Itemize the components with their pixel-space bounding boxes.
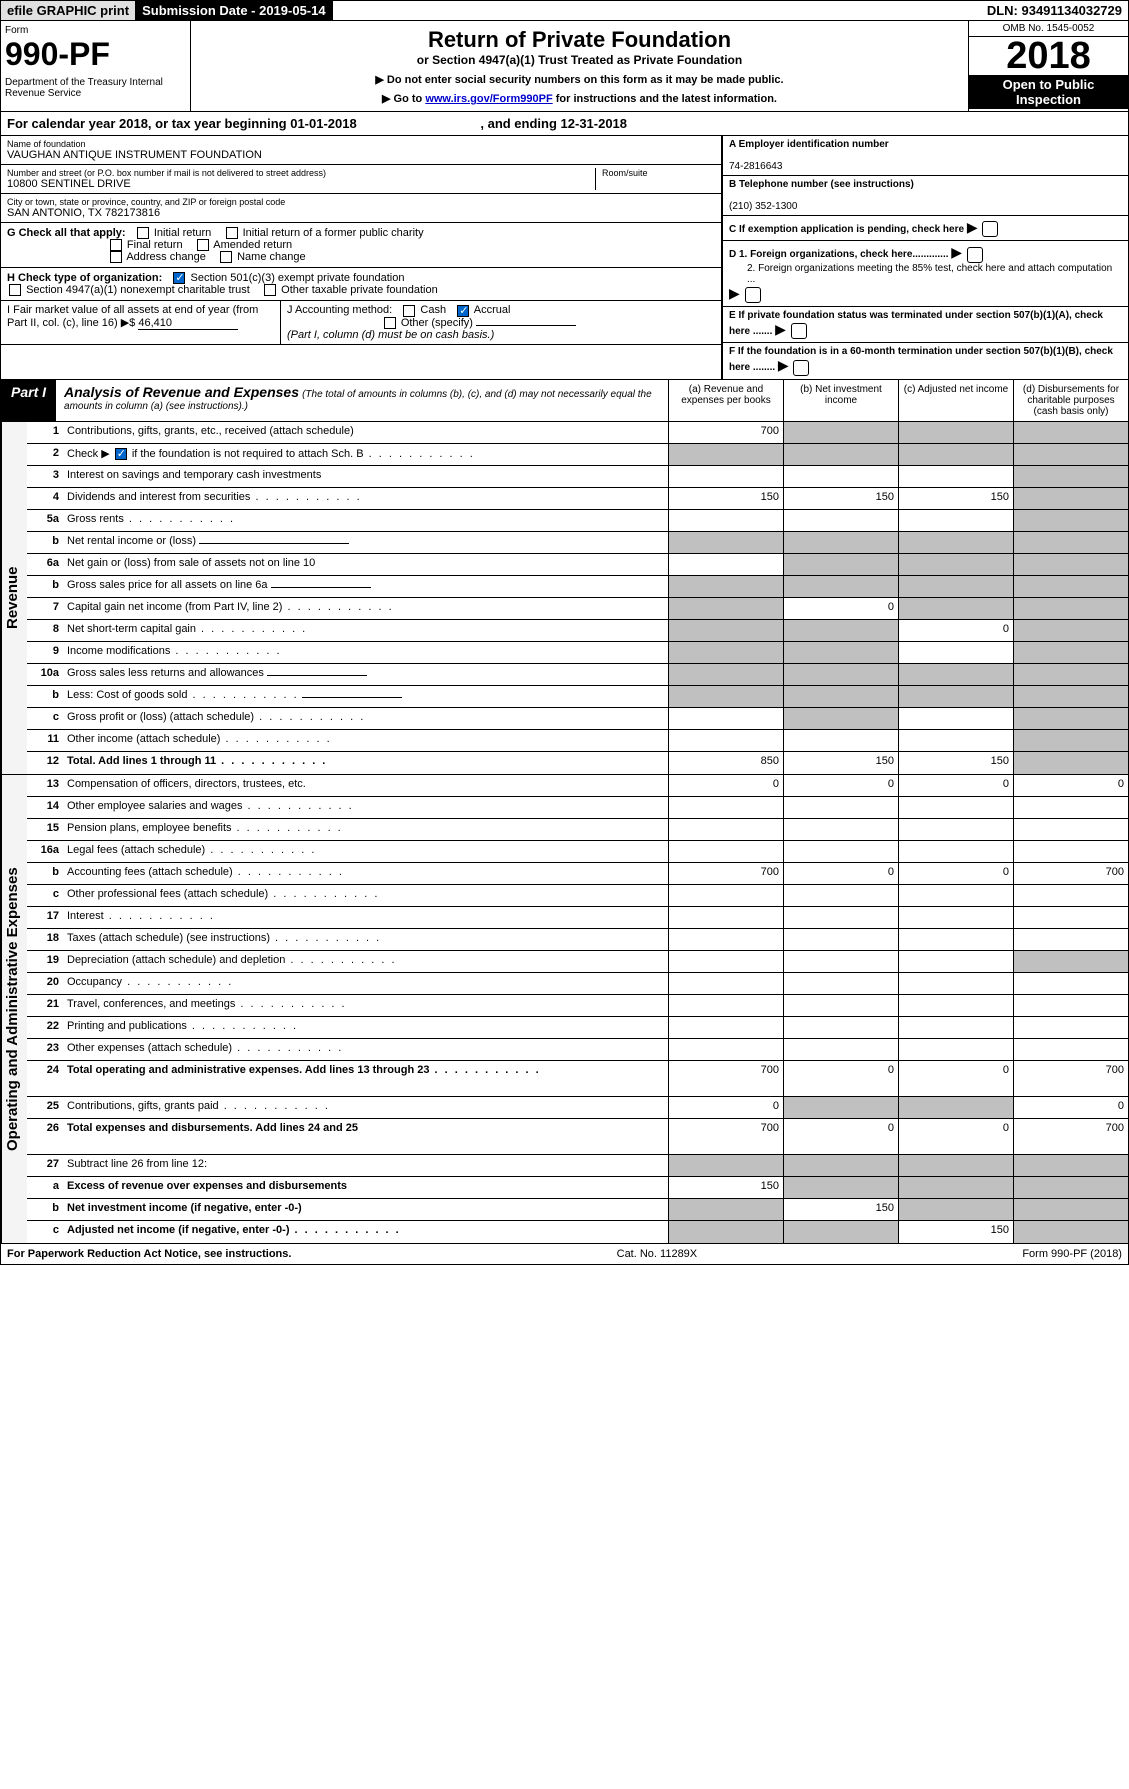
address: 10800 SENTINEL DRIVE bbox=[7, 178, 595, 190]
chk-4947a1[interactable] bbox=[9, 284, 21, 296]
revenue-tab: Revenue bbox=[1, 422, 27, 774]
irs-link[interactable]: www.irs.gov/Form990PF bbox=[425, 93, 552, 105]
foundation-name: VAUGHAN ANTIQUE INSTRUMENT FOUNDATION bbox=[7, 149, 715, 161]
form-number: 990-PF bbox=[5, 36, 186, 73]
paperwork-notice: For Paperwork Reduction Act Notice, see … bbox=[7, 1248, 291, 1260]
d2-label: 2. Foreign organizations meeting the 85%… bbox=[729, 263, 1122, 285]
calendar-year-row: For calendar year 2018, or tax year begi… bbox=[0, 112, 1129, 136]
note-1: ▶ Do not enter social security numbers o… bbox=[197, 73, 962, 86]
revenue-section: Revenue 1Contributions, gifts, grants, e… bbox=[0, 422, 1129, 775]
form-ref: Form 990-PF (2018) bbox=[1022, 1248, 1122, 1260]
room-label: Room/suite bbox=[602, 168, 715, 178]
c-label: C If exemption application is pending, c… bbox=[729, 224, 964, 235]
submission-date: Submission Date - 2019-05-14 bbox=[136, 1, 333, 20]
d1-label: D 1. Foreign organizations, check here..… bbox=[729, 249, 949, 260]
section-g: G Check all that apply: Initial return I… bbox=[1, 223, 721, 268]
chk-accrual[interactable] bbox=[457, 305, 469, 317]
chk-schb[interactable] bbox=[115, 448, 127, 460]
chk-other-method[interactable] bbox=[384, 317, 396, 329]
addr-label: Number and street (or P.O. box number if… bbox=[7, 168, 595, 178]
chk-initial-return[interactable] bbox=[137, 227, 149, 239]
chk-other-taxable[interactable] bbox=[264, 284, 276, 296]
section-j: J Accounting method: Cash Accrual Other … bbox=[281, 301, 721, 343]
chk-name-change[interactable] bbox=[220, 251, 232, 263]
col-a-head: (a) Revenue and expenses per books bbox=[668, 380, 783, 421]
chk-501c3[interactable] bbox=[173, 272, 185, 284]
chk-amended[interactable] bbox=[197, 239, 209, 251]
ein-label: A Employer identification number bbox=[729, 139, 889, 150]
phone-label: B Telephone number (see instructions) bbox=[729, 179, 914, 190]
chk-initial-former[interactable] bbox=[226, 227, 238, 239]
part1-header: Part I Analysis of Revenue and Expenses … bbox=[0, 380, 1129, 422]
part1-badge: Part I bbox=[1, 380, 56, 421]
efile-print-button[interactable]: efile GRAPHIC print bbox=[1, 1, 136, 20]
chk-cash[interactable] bbox=[403, 305, 415, 317]
city-label: City or town, state or province, country… bbox=[7, 197, 715, 207]
chk-d1[interactable] bbox=[967, 247, 983, 263]
open-to-public: Open to Public Inspection bbox=[969, 75, 1128, 109]
footer: For Paperwork Reduction Act Notice, see … bbox=[0, 1244, 1129, 1265]
topbar: efile GRAPHIC print Submission Date - 20… bbox=[0, 0, 1129, 21]
fmv-value: 46,410 bbox=[138, 317, 238, 330]
note-2: ▶ Go to www.irs.gov/Form990PF for instru… bbox=[197, 92, 962, 105]
chk-e[interactable] bbox=[791, 323, 807, 339]
chk-final-return[interactable] bbox=[110, 239, 122, 251]
chk-address-change[interactable] bbox=[110, 251, 122, 263]
chk-d2[interactable] bbox=[745, 287, 761, 303]
part1-title: Analysis of Revenue and Expenses bbox=[64, 384, 299, 400]
phone: (210) 352-1300 bbox=[729, 201, 797, 212]
expenses-tab: Operating and Administrative Expenses bbox=[1, 775, 27, 1243]
form-subtitle: or Section 4947(a)(1) Trust Treated as P… bbox=[197, 53, 962, 67]
ein: 74-2816643 bbox=[729, 161, 782, 172]
foundation-info: Name of foundation VAUGHAN ANTIQUE INSTR… bbox=[0, 136, 1129, 380]
name-label: Name of foundation bbox=[7, 139, 715, 149]
chk-c[interactable] bbox=[982, 221, 998, 237]
tax-year: 2018 bbox=[969, 37, 1128, 75]
section-h: H Check type of organization: Section 50… bbox=[1, 268, 721, 301]
form-word: Form bbox=[5, 25, 186, 36]
chk-f[interactable] bbox=[793, 360, 809, 376]
section-i: I Fair market value of all assets at end… bbox=[1, 301, 281, 343]
form-header: Form 990-PF Department of the Treasury I… bbox=[0, 21, 1129, 112]
dept-label: Department of the Treasury Internal Reve… bbox=[5, 77, 186, 99]
city: SAN ANTONIO, TX 782173816 bbox=[7, 207, 715, 219]
col-b-head: (b) Net investment income bbox=[783, 380, 898, 421]
catalog-number: Cat. No. 11289X bbox=[617, 1248, 698, 1260]
expenses-section: Operating and Administrative Expenses 13… bbox=[0, 775, 1129, 1244]
dln: DLN: 93491134032729 bbox=[981, 1, 1128, 20]
col-d-head: (d) Disbursements for charitable purpose… bbox=[1013, 380, 1128, 421]
col-c-head: (c) Adjusted net income bbox=[898, 380, 1013, 421]
form-title: Return of Private Foundation bbox=[197, 27, 962, 53]
